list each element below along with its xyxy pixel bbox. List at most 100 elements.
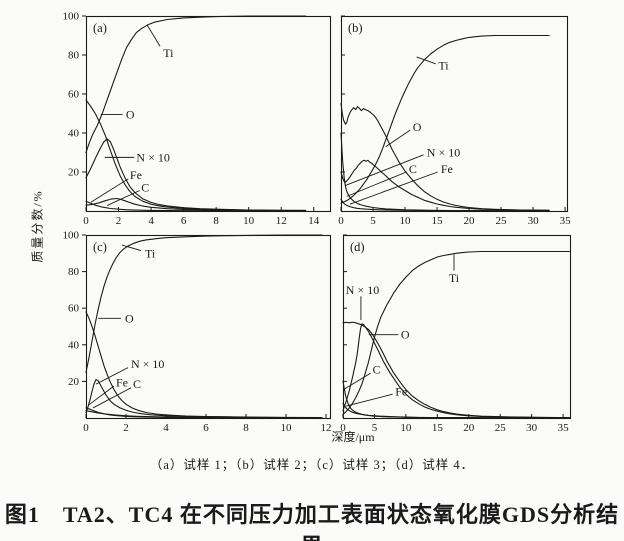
curve-label-N × 10: N × 10 — [131, 357, 164, 371]
panel-letter-d: (d) — [350, 240, 365, 254]
y-tick-label: 100 — [63, 11, 80, 23]
annotation-leader-N × 10 — [95, 367, 129, 385]
x-tick-label: 5 — [372, 422, 378, 434]
x-tick-label: 4 — [148, 215, 154, 227]
annotation-leader-C — [346, 171, 407, 197]
annotation-leader-Ti — [416, 56, 436, 65]
curve-label-C: C — [133, 377, 141, 391]
x-tick-label: 30 — [526, 422, 538, 434]
series-line-C — [85, 410, 323, 419]
panel-letter-a: (a) — [93, 21, 107, 35]
curve-label-Ti: Ti — [163, 46, 174, 60]
y-axis-label: 质量分数/% — [30, 189, 45, 263]
annotation-leader-C — [92, 387, 132, 409]
x-tick-label: 30 — [528, 215, 540, 227]
series-line-Fe — [340, 198, 550, 212]
x-tick-label: 10 — [243, 215, 255, 227]
x-tick-label: 14 — [308, 215, 320, 227]
y-tick-label: 80 — [68, 266, 80, 278]
curve-label-Fe: Fe — [441, 162, 453, 176]
x-tick-label: 15 — [432, 422, 444, 434]
panel-a: 0 2 4 6 8 10 12 14 20 40 60 80 100 Ti O N × 10 FeC (a) — [63, 11, 332, 227]
x-tick-label: 0 — [338, 215, 344, 227]
x-tick-label: 2 — [116, 215, 122, 227]
panel-letter-c: (c) — [93, 240, 107, 254]
x-axis-label: 深度/μm — [331, 430, 375, 444]
annotation-leader-Ti — [121, 244, 142, 251]
x-tick-label: 0 — [83, 422, 89, 434]
series-line-Ti — [85, 15, 307, 154]
curve-label-C: C — [373, 363, 381, 377]
x-tick-label: 12 — [276, 215, 287, 227]
x-tick-label: 35 — [560, 215, 572, 227]
curve-label-Fe: Fe — [130, 168, 142, 182]
x-tick-label: 4 — [163, 422, 169, 434]
curve-label-C: C — [141, 181, 149, 195]
x-tick-label: 2 — [123, 422, 129, 434]
x-tick-label: 6 — [181, 215, 187, 227]
series-line-N×10 — [85, 379, 323, 419]
y-tick-label: 20 — [68, 167, 80, 179]
x-tick-label: 20 — [464, 215, 476, 227]
annotation-leader-Fe — [349, 171, 438, 205]
subcaption: （a）试样 1；（b）试样 2；（c）试样 3；（d）试样 4． — [149, 458, 475, 472]
curve-label-N × 10: N × 10 — [427, 146, 460, 160]
curve-label-Fe: Fe — [116, 375, 128, 389]
y-tick-label: 60 — [68, 303, 80, 315]
x-tick-label: 25 — [496, 215, 508, 227]
x-tick-label: 20 — [463, 422, 475, 434]
series-line-N×10 — [85, 138, 307, 211]
panel-c-frame — [85, 234, 332, 420]
curve-label-Fe: Fe — [395, 384, 407, 398]
figure-title: 图1 TA2、TC4 在不同压力加工表面状态氧化膜GDS分析结果 — [4, 502, 620, 541]
curve-label-O: O — [125, 311, 134, 325]
panel-letter-b: (b) — [348, 21, 363, 35]
y-tick-label: 40 — [68, 339, 80, 351]
annotation-leader-Fe — [346, 393, 393, 407]
series-line-Ti — [340, 34, 550, 204]
x-tick-label: 12 — [321, 422, 332, 434]
curve-label-Ti: Ti — [449, 271, 460, 285]
annotation-leader-Ti — [146, 24, 161, 47]
y-tick-label: 80 — [68, 50, 80, 62]
series-line-C — [85, 197, 307, 212]
x-tick-label: 35 — [558, 422, 570, 434]
panel-d-frame — [342, 234, 572, 420]
x-tick-label: 6 — [203, 422, 209, 434]
x-tick-label: 10 — [281, 422, 293, 434]
x-tick-label: 8 — [213, 215, 219, 227]
curve-label-N × 10: N × 10 — [136, 150, 169, 164]
series-line-O — [340, 103, 550, 211]
y-tick-label: 100 — [63, 230, 80, 242]
x-tick-label: 10 — [400, 215, 412, 227]
series-line-C — [342, 380, 570, 419]
panel-b-frame — [340, 15, 569, 213]
series-line-Ti — [342, 250, 570, 415]
annotation-leader-N × 10 — [344, 154, 424, 187]
series-line-O — [85, 311, 323, 419]
series-line-Ti — [85, 234, 323, 373]
annotation-leader-Fe — [88, 385, 115, 406]
series-line-Fe — [85, 200, 307, 212]
x-tick-label: 5 — [370, 215, 376, 227]
curve-label-Ti: Ti — [145, 246, 156, 260]
curve-label-O: O — [126, 107, 135, 121]
curve-label-Ti: Ti — [438, 59, 449, 73]
x-tick-label: 0 — [83, 215, 89, 227]
annotation-leader-Fe — [90, 178, 129, 203]
annotation-leader-C — [344, 372, 371, 390]
series-line-O — [85, 99, 307, 211]
y-tick-label: 20 — [68, 376, 80, 388]
series-line-N×10 — [342, 323, 570, 419]
x-tick-label: 0 — [340, 422, 346, 434]
x-tick-label: 10 — [400, 422, 412, 434]
curve-label-O: O — [413, 120, 422, 134]
panel-d: 0 5 10 15 20 25 30 35 Ti N × 10 O C Fe (d) — [340, 234, 572, 434]
y-tick-label: 60 — [68, 89, 80, 101]
x-tick-label: 15 — [432, 215, 444, 227]
curve-label-C: C — [409, 162, 417, 176]
curve-label-N × 10: N × 10 — [346, 283, 379, 297]
annotation-leader-O — [385, 129, 411, 148]
